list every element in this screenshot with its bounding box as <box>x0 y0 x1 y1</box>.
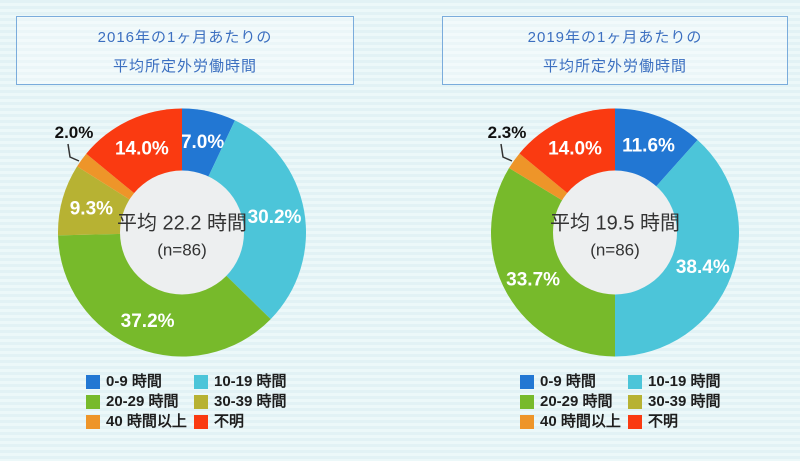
segment-label: 30.2% <box>248 207 302 228</box>
legend-label: 30-39 時間 <box>648 393 721 410</box>
segment-label: 38.4% <box>676 257 730 278</box>
donut-hole <box>120 170 244 295</box>
chart-title-2016: 2016年の1ヶ月あたりの 平均所定外労働時間 <box>16 16 354 85</box>
segment-label: 9.3% <box>70 199 113 220</box>
segment-label: 14.0% <box>548 138 602 159</box>
chart-title-2019: 2019年の1ヶ月あたりの 平均所定外労働時間 <box>442 16 788 85</box>
chart-title-2019-line2: 平均所定外労働時間 <box>542 57 687 75</box>
donut-center-n: (n=86) <box>590 241 640 260</box>
legend-swatch <box>194 395 208 409</box>
chart-title-2016-line1: 2016年の1ヶ月あたりの <box>97 28 273 46</box>
legend-item: 10-19 時間 <box>194 373 287 390</box>
legend-label: 0-9 時間 <box>106 373 162 390</box>
legend-item: 不明 <box>628 413 721 430</box>
legend-swatch <box>194 415 208 429</box>
legend-item: 0-9 時間 <box>86 373 194 390</box>
legend-swatch <box>86 375 100 389</box>
legend-2019: 0-9 時間 10-19 時間 20-29 時間 30-39 時間 40 時間以上 不明 <box>520 373 721 430</box>
legend-item: 20-29 時間 <box>520 393 628 410</box>
legend-swatch <box>520 395 534 409</box>
chart-title-2016-line2: 平均所定外労働時間 <box>112 57 257 75</box>
legend-item: 40 時間以上 <box>520 413 628 430</box>
donut-hole <box>553 170 677 295</box>
segment-label: 33.7% <box>506 270 560 291</box>
donut-center-n: (n=86) <box>157 241 207 260</box>
legend-swatch <box>520 415 534 429</box>
segment-label: 11.6% <box>622 136 675 157</box>
legend-label: 20-29 時間 <box>106 393 179 410</box>
legend-label: 不明 <box>214 413 245 430</box>
donut-center-average: 平均 19.5 時間 <box>550 212 680 235</box>
legend-label: 0-9 時間 <box>540 373 596 390</box>
leader-line <box>67 143 80 162</box>
legend-item: 10-19 時間 <box>628 373 721 390</box>
legend-swatch <box>86 395 100 409</box>
legend-label: 40 時間以上 <box>106 413 187 430</box>
legend-swatch <box>628 395 642 409</box>
legend-label: 10-19 時間 <box>214 373 287 390</box>
legend-item: 40 時間以上 <box>86 413 194 430</box>
legend-swatch <box>628 375 642 389</box>
segment-label-outside: 2.0% <box>55 123 94 142</box>
segment-label: 14.0% <box>115 139 169 160</box>
legend-2016: 0-9 時間 10-19 時間 20-29 時間 30-39 時間 40 時間以上 不明 <box>86 373 287 430</box>
legend-item: 0-9 時間 <box>520 373 628 390</box>
donut-center-average: 平均 22.2 時間 <box>117 212 247 235</box>
legend-label: 40 時間以上 <box>540 413 621 430</box>
legend-item: 30-39 時間 <box>194 393 287 410</box>
legend-item: 20-29 時間 <box>86 393 194 410</box>
donut-chart-2016: 7.0% 30.2% 37.2% 9.3% 2.0% 14.0% 平均 22.2 時間 (n=… <box>55 108 307 357</box>
legend-label: 不明 <box>648 413 679 430</box>
legend-swatch <box>520 375 534 389</box>
legend-swatch <box>86 415 100 429</box>
segment-label: 37.2% <box>121 311 175 332</box>
legend-item: 30-39 時間 <box>628 393 721 410</box>
segment-label: 7.0% <box>181 132 224 153</box>
segment-label-outside: 2.3% <box>488 123 527 142</box>
chart-title-2019-line1: 2019年の1ヶ月あたりの <box>527 28 703 46</box>
legend-item: 不明 <box>194 413 287 430</box>
leader-line <box>500 143 513 162</box>
legend-swatch <box>628 415 642 429</box>
donut-chart-2019: 11.6% 38.4% 33.7% 2.3% 14.0% 平均 19.5 時間 (n=86) <box>488 108 740 357</box>
legend-swatch <box>194 375 208 389</box>
donut-segment <box>182 120 307 320</box>
legend-label: 20-29 時間 <box>540 393 613 410</box>
legend-label: 30-39 時間 <box>214 393 287 410</box>
donut-segment <box>58 232 271 357</box>
legend-label: 10-19 時間 <box>648 373 721 390</box>
donut-segment <box>615 140 740 357</box>
